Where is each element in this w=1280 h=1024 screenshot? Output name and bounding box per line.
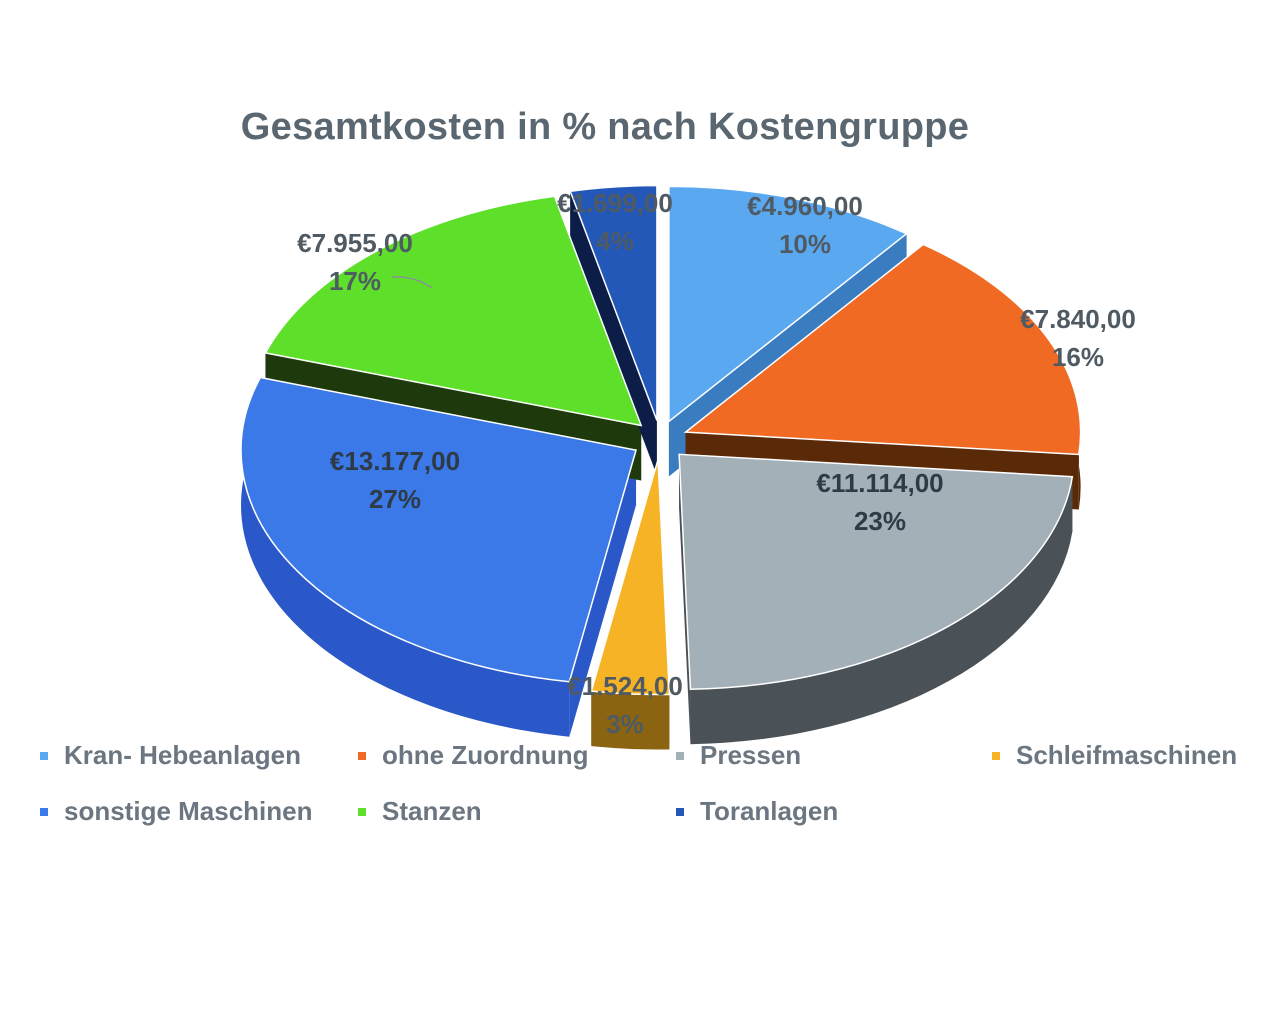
legend-label: ohne Zuordnung xyxy=(382,740,589,770)
legend-label: Schleifmaschinen xyxy=(1016,740,1238,770)
legend-label: sonstige Maschinen xyxy=(64,796,313,826)
data-label-percent-schleifmaschinen: 3% xyxy=(606,709,644,739)
legend-item-stanzen: Stanzen xyxy=(358,796,482,827)
data-label-value-ohne-zuordnung: €7.840,00 xyxy=(1020,304,1136,334)
legend-swatch xyxy=(992,751,1000,760)
leader-line-stanzen xyxy=(391,276,433,289)
data-label-value-sonstige-maschinen: €13.177,00 xyxy=(330,446,460,476)
data-label-value-schleifmaschinen: €1.524,00 xyxy=(567,671,683,701)
legend-item-toranlagen: Toranlagen xyxy=(676,796,838,827)
legend-row-2: sonstige Maschinen Stanzen Toranlagen xyxy=(40,796,1270,852)
legend-item-pressen: Pressen xyxy=(676,740,801,771)
data-label-percent-stanzen: 17% xyxy=(329,266,381,296)
data-label-value-stanzen: €7.955,00 xyxy=(297,228,413,258)
pie-slice-side-schleifmaschinen xyxy=(591,691,670,750)
pie-slice-wall-sonstige-maschinen-0 xyxy=(569,450,637,737)
pie-chart: €4.960,00 10% €7.840,00 16% €11.114,00 23% €1.… xyxy=(240,184,1136,750)
legend-label: Pressen xyxy=(700,740,802,770)
legend-swatch xyxy=(358,751,366,760)
data-label-percent-sonstige-maschinen: 27% xyxy=(369,484,421,514)
legend-label: Kran- Hebeanlagen xyxy=(64,740,301,770)
data-label-percent-ohne-zuordnung: 16% xyxy=(1052,342,1104,372)
legend-swatch xyxy=(676,751,684,760)
legend-swatch xyxy=(676,807,684,816)
data-label-percent-pressen: 23% xyxy=(854,506,906,536)
data-label-value-kran-hebeanlagen: €4.960,00 xyxy=(747,191,863,221)
legend-row-1: Kran- Hebeanlagen ohne Zuordnung Pressen… xyxy=(40,740,1270,796)
legend-label: Toranlagen xyxy=(700,796,839,826)
data-label-value-toranlagen: €1.699,00 xyxy=(557,188,673,218)
pie-slice-sonstige-maschinen xyxy=(240,376,637,683)
pie-slice-ohne-zuordnung xyxy=(683,243,1082,456)
legend-swatch xyxy=(40,751,48,760)
pie-slice-kran-hebeanlagen xyxy=(668,185,908,423)
legend-swatch xyxy=(358,807,366,816)
legend-label: Stanzen xyxy=(382,796,482,826)
data-label-percent-kran-hebeanlagen: 10% xyxy=(779,229,831,259)
legend-item-sonstige-maschinen: sonstige Maschinen xyxy=(40,796,313,827)
data-label-percent-toranlagen: 4% xyxy=(596,226,634,256)
pie-slice-pressen xyxy=(678,453,1074,690)
pie-labels-layer: €4.960,00 10% €7.840,00 16% €11.114,00 23% €1.… xyxy=(297,188,1136,739)
pie-top-layer xyxy=(240,184,1082,696)
pie-slice-wall-toranlagen-0 xyxy=(570,191,657,476)
chart-title: Gesamtkosten in % nach Kostengruppe xyxy=(240,106,970,148)
pie-slice-side-sonstige-maschinen xyxy=(241,377,570,737)
data-label-value-pressen: €11.114,00 xyxy=(816,468,943,498)
legend-item-schleifmaschinen: Schleifmaschinen xyxy=(992,740,1237,771)
pie-slice-stanzen xyxy=(264,195,643,427)
legend-item-ohne-zuordnung: ohne Zuordnung xyxy=(358,740,589,771)
pie-slice-toranlagen xyxy=(569,184,658,421)
legend-swatch xyxy=(40,807,48,816)
pie-slice-schleifmaschinen xyxy=(590,459,671,696)
pie-slice-side-pressen xyxy=(690,476,1073,745)
legend-item-kran-hebeanlagen: Kran- Hebeanlagen xyxy=(40,740,301,771)
legend: Kran- Hebeanlagen ohne Zuordnung Pressen… xyxy=(40,740,1270,852)
